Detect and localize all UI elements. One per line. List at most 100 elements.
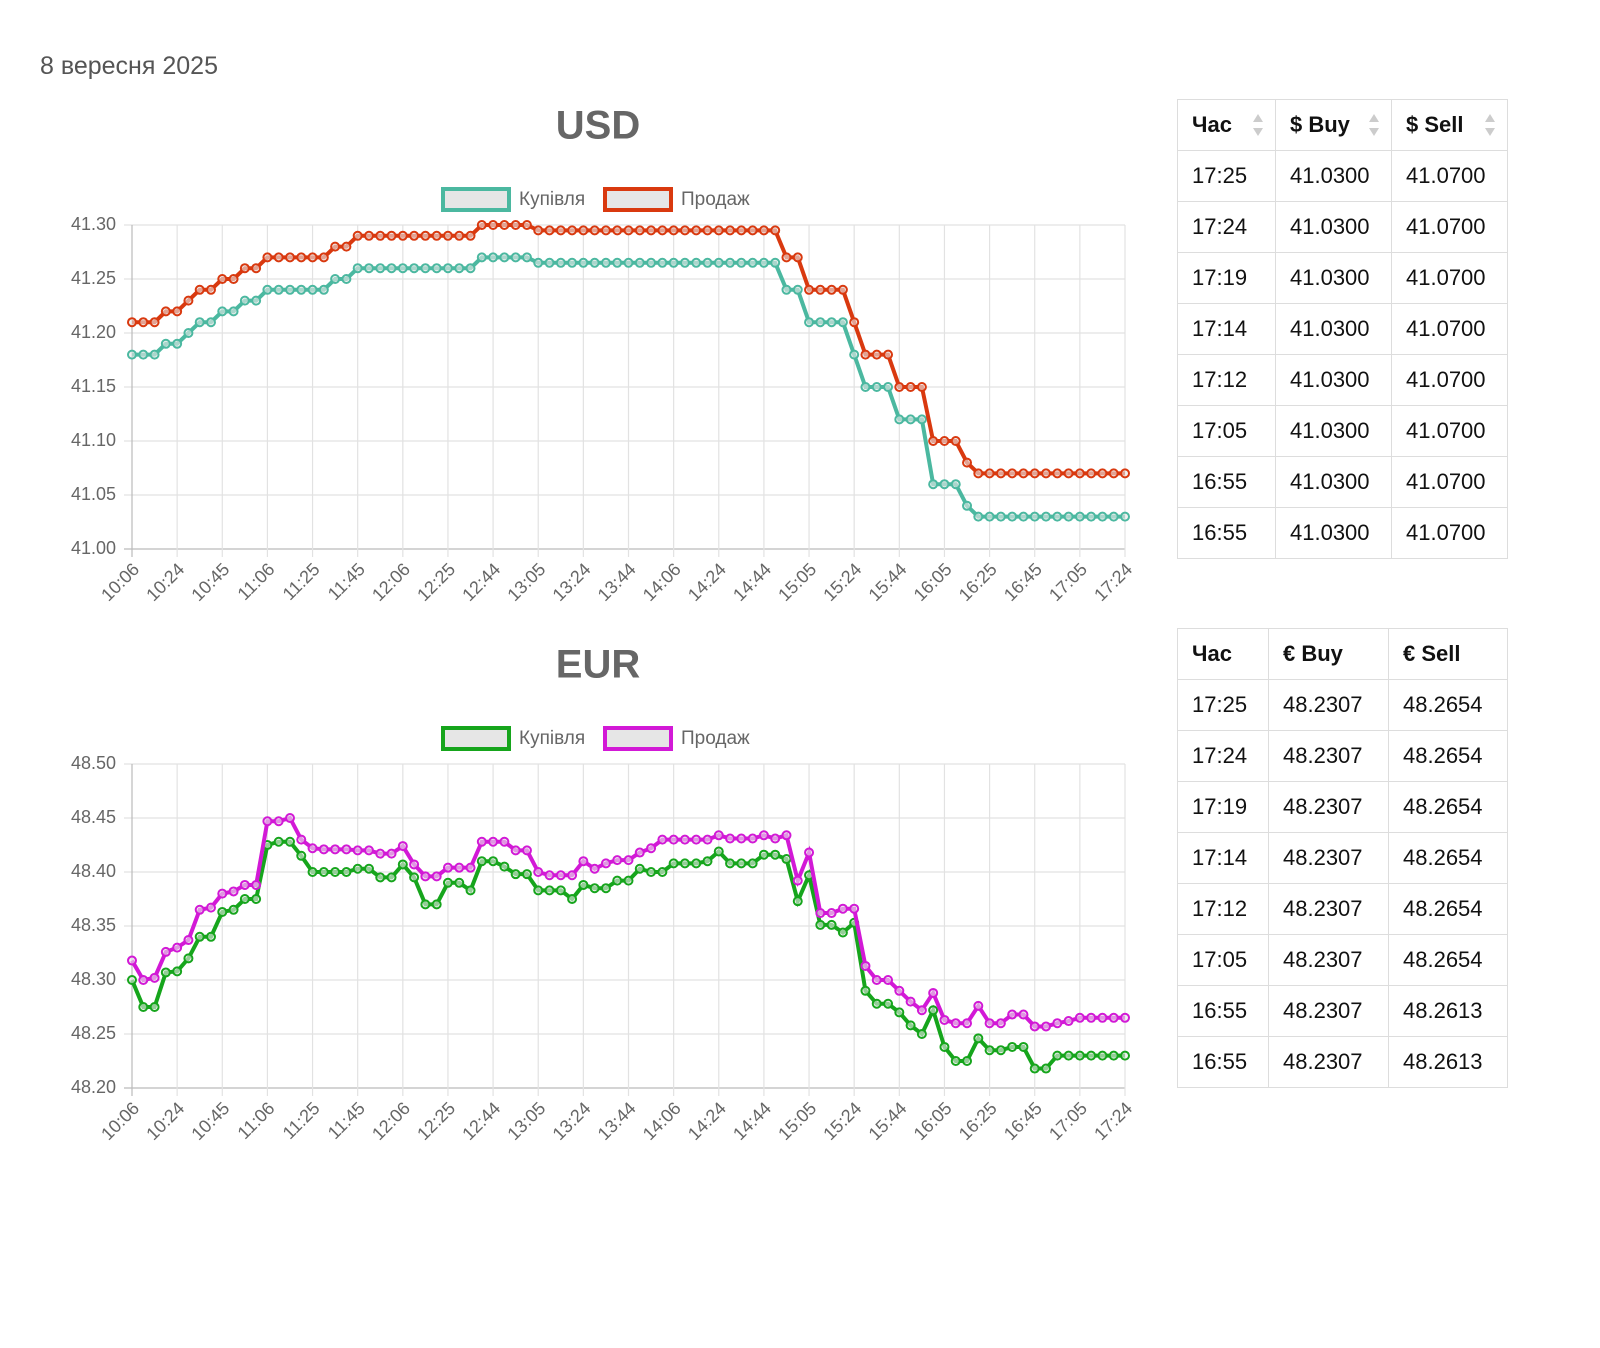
data-point (341, 844, 352, 855)
data-point (725, 833, 736, 844)
data-point (431, 230, 442, 241)
data-point (600, 858, 611, 869)
chart-title: USD (556, 104, 640, 148)
data-point (555, 885, 566, 896)
data-point (386, 230, 397, 241)
table-row: 17:24 41.0300 41.0700 (1177, 201, 1508, 253)
data-point (1007, 1009, 1018, 1020)
column-header: Час (1177, 628, 1269, 680)
legend-swatch (441, 187, 511, 212)
data-point (397, 263, 408, 274)
data-point (623, 875, 634, 886)
table-cell: 48.2307 (1268, 679, 1389, 731)
data-point (578, 225, 589, 236)
column-header[interactable]: $ Buy (1275, 99, 1392, 151)
x-tick-label: 17:24 (1090, 559, 1136, 605)
data-point (679, 858, 690, 869)
data-point (758, 225, 769, 236)
data-point (363, 845, 374, 856)
data-point (1029, 1021, 1040, 1032)
data-point (567, 257, 578, 268)
table-cell: 41.0700 (1391, 354, 1508, 406)
data-point (330, 241, 341, 252)
data-point (488, 252, 499, 263)
x-tick-label: 14:06 (639, 1098, 685, 1144)
data-point (702, 856, 713, 867)
data-point (499, 220, 510, 230)
data-point (668, 834, 679, 845)
legend-swatch (603, 726, 673, 751)
data-point (1120, 511, 1130, 522)
data-point (1029, 511, 1040, 522)
data-point (217, 888, 228, 899)
data-point (939, 479, 950, 490)
data-point (837, 927, 848, 938)
data-point (251, 894, 262, 904)
x-tick-label: 13:05 (503, 1098, 549, 1144)
data-point (1018, 468, 1029, 479)
data-point (984, 1018, 995, 1029)
data-point (533, 257, 544, 268)
table-cell: 16:55 (1177, 456, 1276, 508)
data-point (1041, 511, 1052, 522)
data-point (375, 263, 386, 274)
data-point (725, 257, 736, 268)
data-point (860, 382, 871, 392)
data-point (172, 338, 183, 349)
data-point (668, 257, 679, 268)
data-point (533, 225, 544, 236)
data-point (702, 834, 713, 845)
data-point (837, 903, 848, 914)
x-tick-label: 11:45 (324, 559, 369, 604)
table-cell: 17:12 (1177, 354, 1276, 406)
data-point (578, 856, 589, 867)
column-header[interactable]: Час (1177, 99, 1276, 151)
data-point (567, 894, 578, 904)
data-point (1029, 468, 1040, 479)
data-point (386, 872, 397, 883)
data-point (826, 317, 837, 328)
data-point (149, 972, 160, 983)
table-cell: 48.2307 (1268, 730, 1389, 782)
data-point (984, 1045, 995, 1056)
data-point (962, 1056, 973, 1066)
chart-title: EUR (556, 643, 641, 687)
data-point (442, 877, 453, 888)
usd-table: Час $ Buy $ Sell 17:25 41.0300 41.0700 17:24 41… (1177, 99, 1508, 559)
data-point (262, 816, 273, 827)
data-point (194, 931, 205, 942)
table-cell: 48.2613 (1388, 1036, 1508, 1088)
table-cell: 48.2654 (1388, 781, 1508, 833)
data-point (454, 263, 465, 274)
data-point (397, 841, 408, 852)
data-point (386, 263, 397, 274)
data-point (352, 263, 363, 274)
data-point (747, 858, 758, 869)
table-row: 16:55 41.0300 41.0700 (1177, 456, 1508, 508)
data-point (713, 846, 724, 857)
data-point (826, 908, 837, 919)
data-point (849, 349, 860, 360)
data-point (1074, 468, 1085, 479)
x-tick-label: 10:45 (187, 559, 233, 605)
table-cell: 17:14 (1177, 303, 1276, 355)
table-row: 17:12 48.2307 48.2654 (1177, 883, 1508, 935)
data-point (871, 998, 882, 1009)
x-tick-label: 11:06 (234, 1098, 279, 1143)
table-cell: 41.0300 (1275, 303, 1392, 355)
x-tick-label: 16:05 (910, 559, 956, 605)
data-point (1041, 1021, 1052, 1032)
data-point (973, 511, 984, 522)
data-point (409, 872, 420, 883)
data-point (962, 500, 973, 511)
column-header[interactable]: $ Sell (1391, 99, 1508, 151)
table-cell: 48.2654 (1388, 934, 1508, 986)
data-point (747, 833, 758, 844)
data-point (950, 1056, 961, 1066)
data-point (781, 830, 792, 841)
data-point (995, 468, 1006, 479)
data-point (330, 274, 341, 284)
data-point (544, 257, 555, 268)
table-row: 16:55 48.2307 48.2613 (1177, 1036, 1508, 1088)
data-point (600, 883, 611, 894)
